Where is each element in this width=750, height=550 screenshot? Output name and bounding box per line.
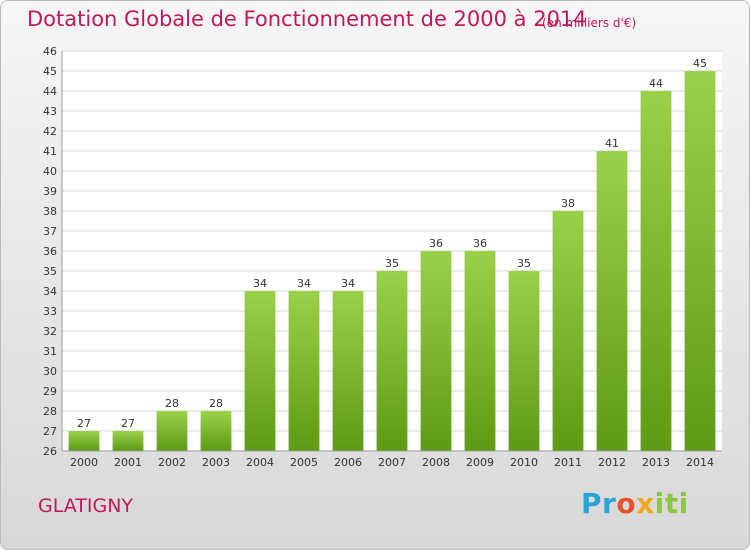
- y-tick-label: 32: [43, 325, 57, 338]
- bar-value-label: 38: [561, 197, 575, 210]
- y-tick-label: 26: [43, 445, 57, 458]
- bar-value-label: 34: [297, 277, 311, 290]
- bar-value-label: 36: [429, 237, 443, 250]
- chart-title: Dotation Globale de Fonctionnement de 20…: [27, 7, 587, 31]
- x-tick-label: 2011: [554, 456, 582, 469]
- x-tick-label: 2007: [378, 456, 406, 469]
- bar-value-label: 45: [693, 57, 707, 70]
- bar-value-label: 34: [341, 277, 355, 290]
- y-tick-label: 40: [43, 165, 57, 178]
- y-tick-label: 45: [43, 65, 57, 78]
- bar-2014: [684, 71, 716, 451]
- y-tick-label: 34: [43, 285, 57, 298]
- bar-2004: [244, 291, 276, 451]
- bar-2007: [376, 271, 408, 451]
- y-tick-label: 30: [43, 365, 57, 378]
- bar-2005: [288, 291, 320, 451]
- bar-2011: [552, 211, 584, 451]
- bar-value-label: 35: [517, 257, 531, 270]
- bar-value-label: 35: [385, 257, 399, 270]
- y-tick-label: 38: [43, 205, 57, 218]
- bar-2009: [464, 251, 496, 451]
- y-tick-label: 28: [43, 405, 57, 418]
- y-tick-label: 41: [43, 145, 57, 158]
- x-tick-label: 2014: [686, 456, 714, 469]
- bar-2006: [332, 291, 364, 451]
- bar-2008: [420, 251, 452, 451]
- y-tick-label: 36: [43, 245, 57, 258]
- x-tick-label: 2009: [466, 456, 494, 469]
- bar-value-label: 27: [77, 417, 91, 430]
- bar-value-label: 27: [121, 417, 135, 430]
- x-tick-label: 2013: [642, 456, 670, 469]
- x-tick-label: 2005: [290, 456, 318, 469]
- x-tick-label: 2004: [246, 456, 274, 469]
- x-tick-label: 2012: [598, 456, 626, 469]
- x-tick-label: 2010: [510, 456, 538, 469]
- x-tick-label: 2002: [158, 456, 186, 469]
- y-tick-label: 44: [43, 85, 57, 98]
- y-tick-label: 46: [43, 45, 57, 58]
- proxiti-logo: Proxiti: [581, 487, 689, 520]
- bar-value-label: 36: [473, 237, 487, 250]
- bar-value-label: 28: [165, 397, 179, 410]
- y-tick-label: 33: [43, 305, 57, 318]
- bar-value-label: 44: [649, 77, 663, 90]
- x-tick-label: 2006: [334, 456, 362, 469]
- y-tick-label: 37: [43, 225, 57, 238]
- commune-name: GLATIGNY: [38, 495, 134, 517]
- bar-value-label: 34: [253, 277, 267, 290]
- y-tick-label: 35: [43, 265, 57, 278]
- y-tick-label: 42: [43, 125, 57, 138]
- x-tick-label: 2003: [202, 456, 230, 469]
- y-tick-label: 29: [43, 385, 57, 398]
- x-tick-label: 2001: [114, 456, 142, 469]
- bar-2002: [156, 411, 188, 451]
- y-tick-label: 39: [43, 185, 57, 198]
- bar-2001: [112, 431, 144, 451]
- bar-value-label: 28: [209, 397, 223, 410]
- x-tick-label: 2000: [70, 456, 98, 469]
- bar-2010: [508, 271, 540, 451]
- bar-2003: [200, 411, 232, 451]
- y-tick-label: 27: [43, 425, 57, 438]
- bar-2012: [596, 151, 628, 451]
- x-tick-label: 2008: [422, 456, 450, 469]
- bar-value-label: 41: [605, 137, 619, 150]
- y-tick-label: 31: [43, 345, 57, 358]
- chart-unit: (en milliers d'€): [542, 16, 637, 30]
- bar-2013: [640, 91, 672, 451]
- bar-2000: [68, 431, 100, 451]
- y-tick-label: 43: [43, 105, 57, 118]
